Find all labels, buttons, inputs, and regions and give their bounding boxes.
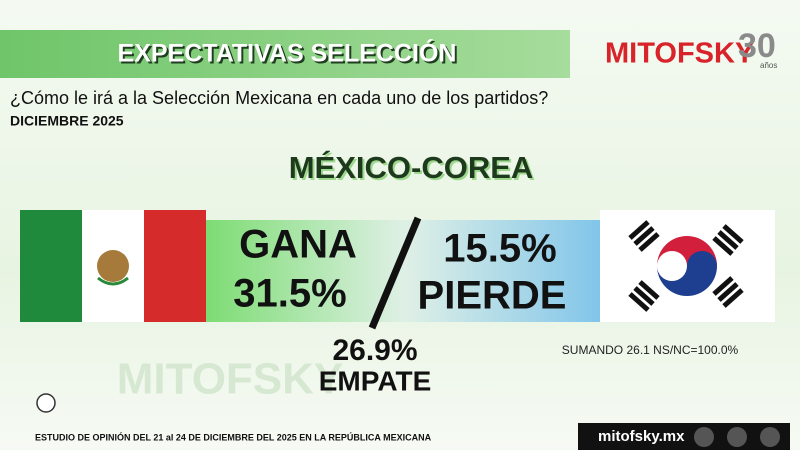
lose-value: 15.5% (443, 227, 556, 271)
win-label: GANA (239, 223, 357, 267)
header-title-shadow: EXPECTATIVAS SELECCIÓN (120, 40, 459, 70)
header-bar (0, 30, 570, 78)
x-icon[interactable] (694, 427, 714, 447)
header-title: EXPECTATIVAS SELECCIÓN (118, 38, 457, 68)
ball-icon (36, 393, 56, 413)
date: DICIEMBRE 2025 (10, 113, 124, 129)
korea-flag (600, 210, 775, 322)
match-title: MÉXICO-COREA (289, 150, 534, 185)
draw-label: EMPATE (319, 365, 432, 396)
mexico-flag (20, 210, 206, 322)
youtube-icon[interactable] (760, 427, 780, 447)
footer-box (578, 423, 790, 450)
logo-anniversary: 30 (738, 27, 776, 65)
match-title-shadow: MÉXICO-COREA (291, 152, 536, 187)
draw-value: 26.9% (332, 334, 417, 367)
result-band (205, 220, 605, 322)
logo-brand: MITOFSKY (605, 38, 754, 70)
watermark: MITOFSKY (117, 355, 344, 404)
lose-label: PIERDE (418, 274, 567, 318)
win-value: 31.5% (233, 272, 346, 316)
logo-years: años (760, 61, 777, 70)
divider (368, 216, 422, 330)
website[interactable]: mitofsky.mx (598, 428, 685, 445)
facebook-icon[interactable] (727, 427, 747, 447)
question: ¿Cómo le irá a la Selección Mexicana en … (10, 88, 548, 108)
footer-study: ESTUDIO DE OPINIÓN DEL 21 al 24 DE DICIE… (35, 431, 432, 442)
note: SUMANDO 26.1 NS/NC=100.0% (562, 343, 739, 357)
